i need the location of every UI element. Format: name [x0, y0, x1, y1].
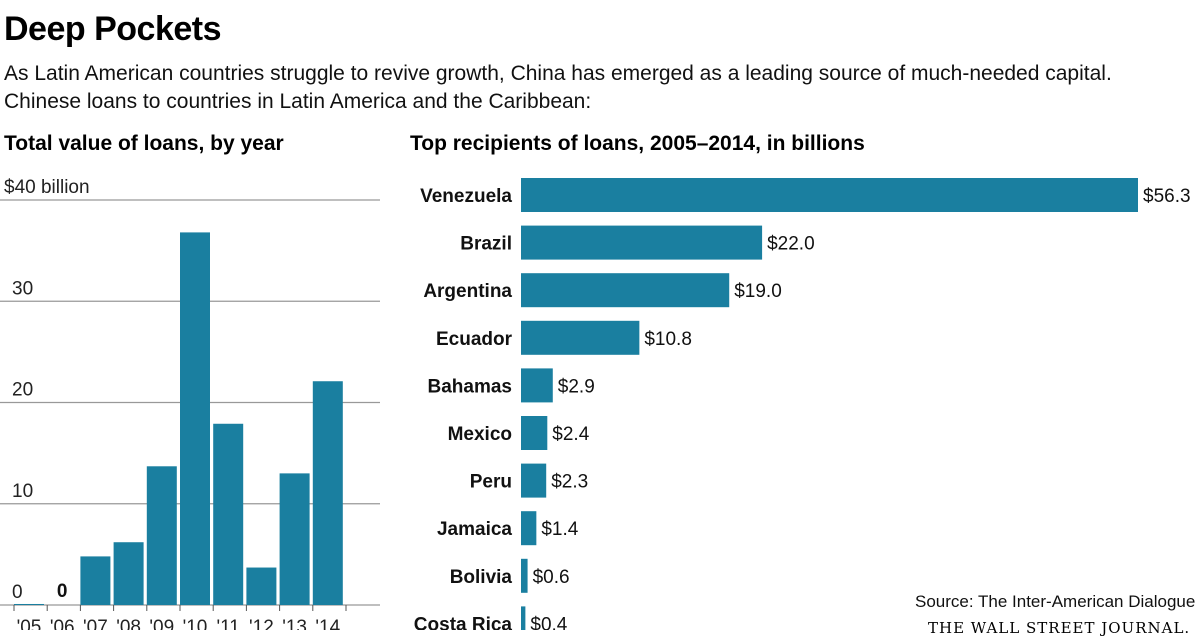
category-label: Bolivia [450, 567, 513, 588]
value-label: $1.4 [541, 519, 578, 540]
loans-by-year-chart: 0 10 20 30 $40 billion '05 '06 '07 '08 '09 '10 '11 '… [0, 177, 380, 630]
source-note: Source: The Inter-American Dialogue [915, 592, 1196, 611]
x-tick-label: '06 [50, 617, 75, 630]
category-label: Argentina [423, 281, 512, 302]
y-tick-label: $40 billion [4, 177, 90, 198]
headline: Deep Pockets [4, 10, 222, 48]
bar-10 [180, 232, 210, 605]
y-tick-label: 30 [12, 278, 33, 299]
bar-13 [279, 473, 310, 605]
bar-07 [80, 556, 111, 605]
bar-11 [213, 423, 244, 605]
category-label: Peru [470, 472, 512, 493]
y-tick-label: 20 [12, 380, 33, 401]
publisher-logo: THE WALL STREET JOURNAL. [928, 619, 1191, 637]
category-label: Bahamas [428, 376, 513, 397]
left-chart-title: Total value of loans, by year [4, 132, 284, 155]
bar-bahamas [521, 368, 553, 403]
top-recipients-chart: Venezuela $56.3 Brazil $22.0 Argentina $19.0 E… [414, 178, 1191, 630]
x-tick-label: '08 [116, 617, 141, 630]
category-label: Ecuador [436, 329, 513, 350]
bar-brazil [521, 225, 763, 260]
x-tick-label: '13 [282, 617, 307, 630]
bar-peru [521, 463, 547, 498]
bar-08 [113, 542, 144, 605]
category-label: Venezuela [420, 186, 512, 207]
bar-costa-rica [521, 606, 526, 630]
value-label: $56.3 [1143, 186, 1191, 207]
x-tick-label: '12 [249, 617, 274, 630]
value-label: $0.6 [533, 567, 570, 588]
value-label: $22.0 [767, 234, 815, 255]
value-label: $2.9 [558, 376, 595, 397]
bar-05 [14, 603, 44, 605]
value-label: $0.4 [530, 614, 567, 630]
value-label: $19.0 [734, 281, 782, 302]
category-label: Jamaica [437, 519, 512, 540]
category-label: Mexico [448, 424, 512, 445]
x-tick-label: '07 [83, 617, 108, 630]
x-tick-label: '14 [315, 617, 340, 630]
bar-12 [246, 567, 277, 605]
bar-venezuela [521, 178, 1138, 212]
value-label: $2.4 [552, 424, 589, 445]
category-label: Brazil [460, 234, 512, 255]
bar-09 [146, 466, 177, 605]
bar-mexico [521, 416, 548, 450]
bar-argentina [521, 273, 730, 308]
y-tick-label: 0 [12, 582, 23, 603]
x-tick-label: '05 [17, 617, 42, 630]
bar-jamaica [521, 511, 537, 546]
bar-ecuador [521, 320, 640, 355]
bar-14 [312, 381, 343, 605]
data-label-zero: 0 [57, 581, 68, 602]
value-label: $10.8 [644, 329, 692, 350]
subheadline: As Latin American countries struggle to … [4, 62, 1112, 113]
y-tick-label: 10 [12, 481, 33, 502]
x-tick-label: '11 [217, 617, 240, 630]
x-tick-label: '10 [183, 617, 208, 630]
x-tick-label: '09 [149, 617, 174, 630]
bar-bolivia [521, 558, 528, 593]
category-label: Costa Rica [414, 614, 513, 630]
value-label: $2.3 [551, 472, 588, 493]
right-chart-title: Top recipients of loans, 2005–2014, in b… [410, 132, 865, 155]
